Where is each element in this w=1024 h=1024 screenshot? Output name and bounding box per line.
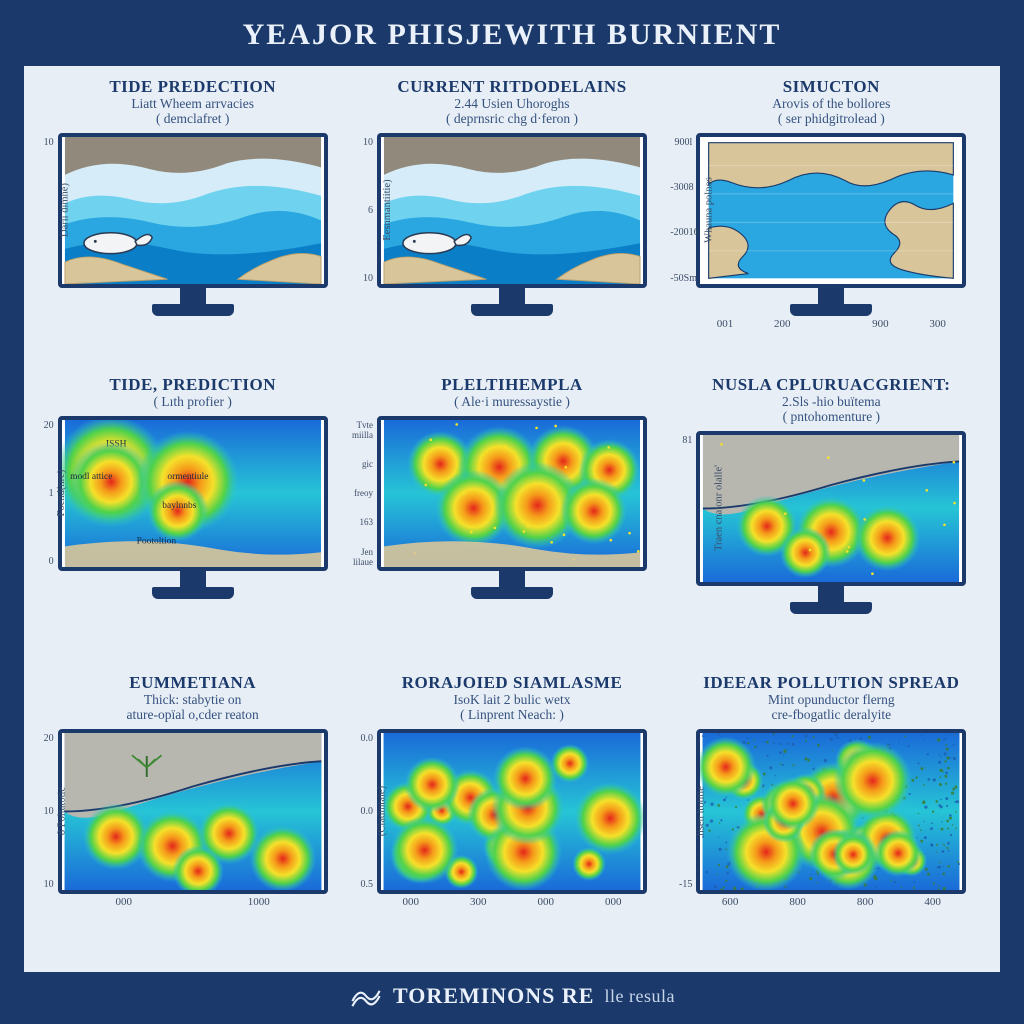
panel-subtitle-2: ( Linprent Neach: ) — [460, 708, 564, 723]
panel-c8: RORAJOIED SIAMLASME IsoK lait 2 bulic we… — [357, 672, 666, 964]
monitor-stand — [499, 288, 525, 304]
monitor: (Ciadintaie) 0.00.00.5 — [377, 729, 647, 908]
panel-grid: TIDE PREDECTION Liatt Wheem arrvacies ( … — [22, 64, 1002, 974]
panel-subtitle-2: ature-opïal o,cder reaton — [127, 708, 259, 723]
panel-title: TIDE PREDECTION — [109, 78, 276, 96]
panel-subtitle-2: cre-fbogatlic deralyite — [772, 708, 892, 723]
monitor-base — [152, 304, 234, 316]
panel-c5: PLELTIHEMPLA ( Ale·i muressaystie ) Tvte… — [357, 374, 666, 666]
y-ticks: 0.00.00.5 — [373, 733, 395, 890]
monitor-base — [152, 587, 234, 599]
monitor-stand — [499, 571, 525, 587]
heatmap-screen — [696, 729, 966, 894]
y-ticks: 10610 — [373, 137, 395, 284]
x-ticks: 000300000000 — [377, 896, 647, 908]
panel-c1: TIDE PREDECTION Liatt Wheem arrvacies ( … — [38, 76, 347, 368]
monitor-base — [790, 304, 872, 316]
svg-text:modl attice: modl attice — [70, 471, 112, 481]
panel-subtitle-2: ( pntohomenture ) — [783, 410, 880, 425]
monitor: 8 Poltatotie 201010 — [58, 729, 328, 908]
heatmap-screen — [377, 416, 647, 571]
panel-subtitle-2: ( demclafret ) — [156, 112, 229, 127]
panel-subtitle: Liatt Wheem arrvacies — [131, 97, 254, 112]
monitor-stand — [818, 586, 844, 602]
y-ticks: 2010 — [54, 420, 76, 567]
monitor: lisen ltotitie -15 — [696, 729, 966, 908]
panel-subtitle: ( Lıth profier ) — [153, 395, 231, 410]
panel-subtitle: 2.44 Usien Uhoroghs — [454, 97, 569, 112]
x-ticks: 0001000 — [58, 896, 328, 908]
monitor: Eesnmantiitie) 10610 — [377, 133, 647, 316]
monitor: Darli dimne) 10 — [58, 133, 328, 316]
heatmap-screen — [377, 729, 647, 894]
panel-subtitle: Thick: stabytie on — [144, 693, 241, 708]
panel-subtitle-2: ( deprnsric chg d·feron ) — [446, 112, 578, 127]
panel-c7: EUMMETIANA Thick: stabytie on ature-opïa… — [38, 672, 347, 964]
monitor-stand — [180, 571, 206, 587]
svg-text:Pootoltion: Pootoltion — [136, 536, 176, 546]
svg-text:ormentiule: ormentiule — [167, 471, 208, 481]
page-title: YEAJOR PHISJEWITH BURNIENT — [22, 18, 1002, 52]
x-ticks: 001200900300 — [696, 318, 966, 330]
footer-sub: lle resula — [604, 986, 674, 1007]
y-ticks: Tvte miillagicfreoy163Jen lilaue — [373, 420, 407, 567]
heatmap-screen — [696, 431, 966, 586]
panel-subtitle: ( Ale·i muressaystie ) — [454, 395, 570, 410]
monitor-base — [790, 602, 872, 614]
monitor: Traen cnatonr olalle' 81 — [696, 431, 966, 614]
footer-main: TOREMINONS RE — [393, 983, 594, 1009]
panel-c2: CURRENT RITDODELAINS 2.44 Usien Uhoroghs… — [357, 76, 666, 368]
monitor: Tvte miillagicfreoy163Jen lilaue — [377, 416, 647, 599]
panel-title: IDEEAR POLLUTION SPREAD — [703, 674, 959, 692]
panel-subtitle: Arovis of the bollores — [772, 97, 890, 112]
panel-c3: SIMUCTON Arovis of the bollores ( ser ph… — [677, 76, 986, 368]
monitor-base — [471, 304, 553, 316]
coast-screen — [377, 133, 647, 288]
monitor-base — [471, 587, 553, 599]
frame: YEAJOR PHISJEWITH BURNIENT TIDE PREDECTI… — [0, 0, 1024, 1024]
y-ticks: -15 — [692, 733, 714, 890]
heatmap-screen — [58, 729, 328, 894]
panel-title: RORAJOIED SIAMLASME — [402, 674, 623, 692]
monitor-stand — [180, 288, 206, 304]
panel-subtitle: Mint opunductor flerng — [768, 693, 895, 708]
monitor: Foend(nre) 2010 — [58, 416, 328, 599]
x-ticks: 600800800400 — [696, 896, 966, 908]
y-ticks: 10 — [54, 137, 76, 284]
panel-title: PLELTIHEMPLA — [441, 376, 582, 394]
panel-c9: IDEEAR POLLUTION SPREAD Mint opunductor … — [677, 672, 986, 964]
footer: TOREMINONS RE lle resula — [22, 982, 1002, 1010]
monitor-stand — [818, 288, 844, 304]
map-screen — [696, 133, 966, 288]
panel-title: EUMMETIANA — [129, 674, 256, 692]
y-ticks: 201010 — [54, 733, 76, 890]
panel-title: CURRENT RITDODELAINS — [397, 78, 626, 96]
heatmap-screen: ISSHmodl atticeormentiulebaylnnbsPootolt… — [58, 416, 328, 571]
svg-text:baylnnbs: baylnnbs — [162, 501, 197, 511]
panel-c4: TIDE, PREDICTION ( Lıth profier ) Foend(… — [38, 374, 347, 666]
y-ticks: 900l-3008-20016-50Sm — [692, 137, 714, 284]
coast-screen — [58, 133, 328, 288]
panel-subtitle: IsoK lait 2 bulic wetx — [454, 693, 571, 708]
panel-c6: NUSLA CPLURUACGRIENT: 2.Sls -hio buïtema… — [677, 374, 986, 666]
panel-title: NUSLA CPLURUACGRIENT: — [712, 376, 950, 394]
panel-subtitle-2: ( ser phidgitrolead ) — [778, 112, 885, 127]
y-axis-label: Traen cnatonr olalle' — [714, 465, 725, 551]
panel-title: TIDE, PREDICTION — [109, 376, 276, 394]
y-ticks: 81 — [692, 435, 714, 582]
panel-subtitle: 2.Sls -hio buïtema — [782, 395, 881, 410]
panel-title: SIMUCTON — [783, 78, 880, 96]
logo-icon — [349, 982, 383, 1010]
monitor: Whauna polnos 900l-3008-20016-50Sm 00120… — [696, 133, 966, 330]
